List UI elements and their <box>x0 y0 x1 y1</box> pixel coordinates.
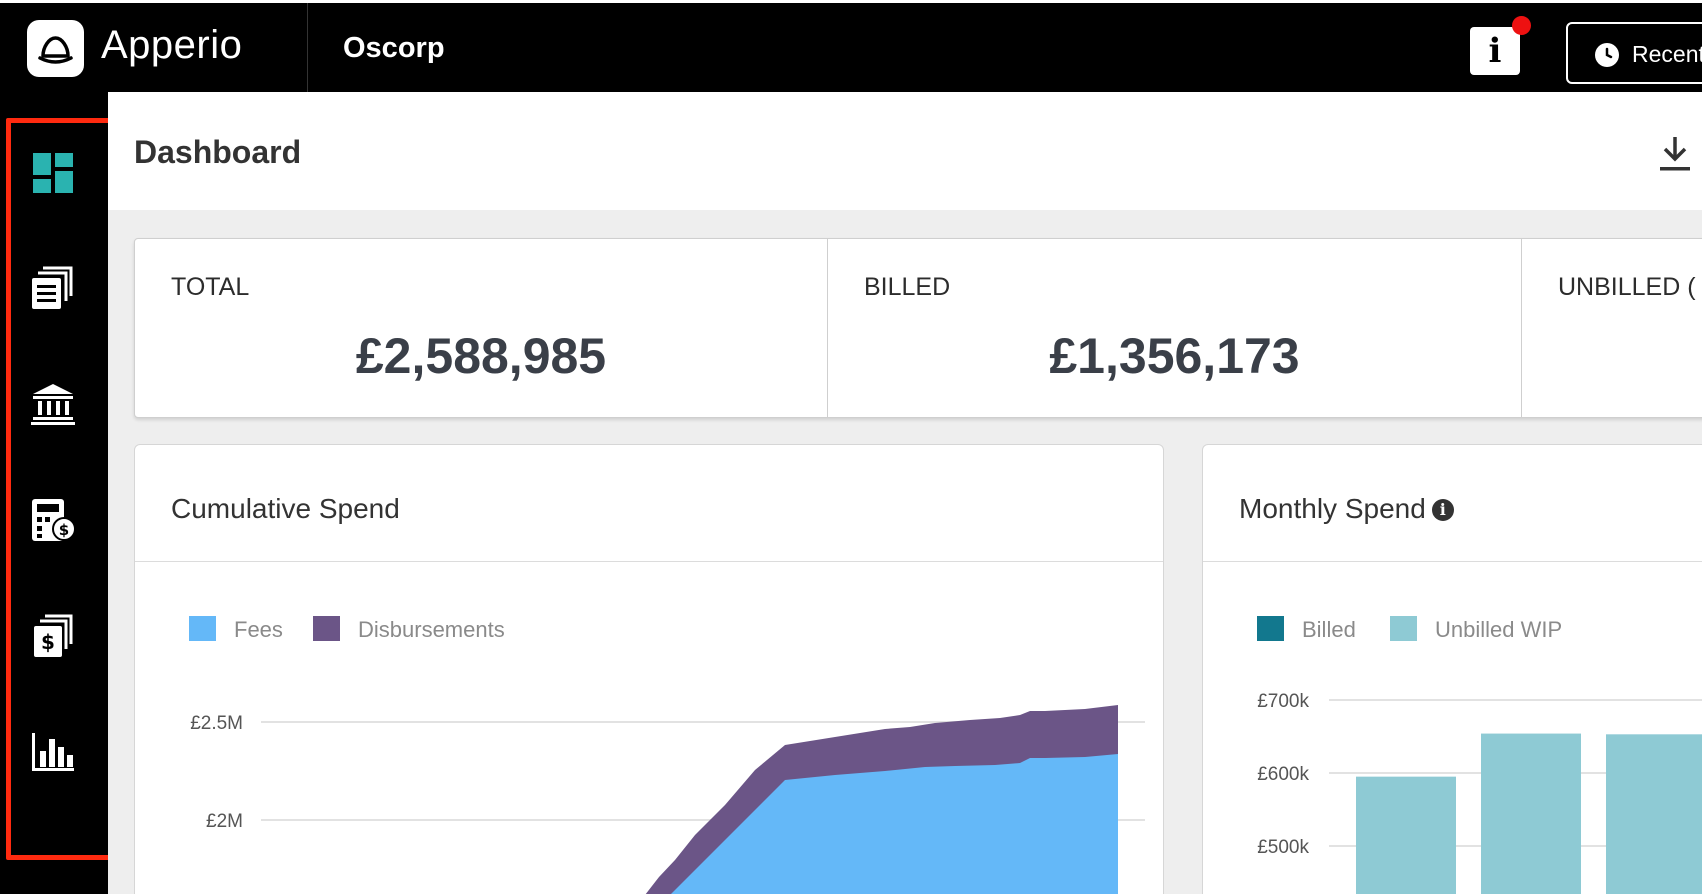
legend-label-unbilled-wip: Unbilled WIP <box>1435 617 1563 642</box>
stat-unbilled: UNBILLED ( <box>1522 239 1702 417</box>
monthly-spend-title-text: Monthly Spend <box>1239 493 1426 524</box>
y-tick-label: £700k <box>1257 691 1309 712</box>
stat-billed-value: £1,356,173 <box>1049 328 1300 384</box>
dashboard-grid-icon <box>33 153 73 193</box>
sidebar-item-firms[interactable] <box>29 380 77 428</box>
bar-group <box>1356 733 1702 894</box>
calculator-money-icon: $ <box>32 499 76 541</box>
organization-name[interactable]: Oscorp <box>343 32 445 64</box>
legend-swatch-billed <box>1257 616 1284 641</box>
stat-billed-label: BILLED <box>864 273 951 301</box>
stat-total: TOTAL £2,588,985 <box>135 239 827 417</box>
info-button[interactable]: i <box>1470 27 1520 75</box>
bar-unbilled-wip[interactable] <box>1356 776 1456 894</box>
legend-swatch-unbilled-wip <box>1390 616 1417 641</box>
stat-unbilled-label: UNBILLED ( <box>1558 273 1696 301</box>
sidebar-item-invoices[interactable]: $ <box>29 612 77 660</box>
notification-badge <box>1512 16 1531 35</box>
top-bar: Apperio Oscorp i Recent <box>0 0 1702 95</box>
monthly-spend-chart: £700k £600k £500k <box>1257 691 1702 894</box>
page-title: Dashboard <box>134 134 302 170</box>
sidebar: $ $ <box>0 92 116 894</box>
app-name: Apperio <box>101 23 243 67</box>
y-tick-label: £500k <box>1257 837 1309 858</box>
stat-divider <box>827 239 828 417</box>
cumulative-spend-title: Cumulative Spend <box>171 493 400 524</box>
apperio-logo-icon[interactable] <box>27 20 84 77</box>
sidebar-item-matters[interactable] <box>29 264 77 312</box>
y-tick-label: £600k <box>1257 764 1309 785</box>
sidebar-item-dashboard[interactable] <box>29 149 77 197</box>
cumulative-spend-card: Cumulative Spend Fees Disbursements £2.5… <box>134 444 1164 894</box>
recent-button-label: Recent <box>1632 41 1702 67</box>
download-icon[interactable] <box>1657 134 1693 174</box>
info-icon[interactable]: i <box>1431 499 1454 521</box>
y-tick-label: £2.5M <box>190 713 243 734</box>
cumulative-spend-chart: £2.5M £2M <box>190 705 1145 894</box>
recent-button[interactable]: Recent <box>1566 22 1702 84</box>
card-divider <box>135 561 1163 562</box>
y-tick-label: £2M <box>206 811 243 832</box>
bar-unbilled-wip[interactable] <box>1606 734 1702 894</box>
monthly-spend-title: Monthly Spend i <box>1239 493 1454 525</box>
card-divider <box>1203 561 1702 562</box>
fees-area <box>671 754 1118 894</box>
stat-divider <box>1521 239 1522 417</box>
legend-label-billed: Billed <box>1302 617 1356 642</box>
sidebar-item-budgets[interactable]: $ <box>29 496 77 544</box>
page-header: Dashboard <box>108 92 1702 210</box>
topbar-divider <box>307 3 308 95</box>
monthly-spend-card: Monthly Spend i Billed Unbilled WIP £700k… <box>1202 444 1702 894</box>
invoice-dollar-icon: $ <box>34 614 73 657</box>
stat-total-value: £2,588,985 <box>355 328 607 384</box>
legend-swatch-fees <box>189 616 216 641</box>
svg-text:$: $ <box>59 521 69 539</box>
clock-icon <box>1595 43 1619 67</box>
svg-text:$: $ <box>41 630 55 654</box>
documents-icon <box>32 266 73 309</box>
stat-billed: BILLED £1,356,173 <box>828 239 1521 417</box>
bank-icon <box>31 384 75 425</box>
legend-swatch-disbursements <box>313 616 340 641</box>
main-content: Dashboard TOTAL £2,588,985 BILLED £1,356… <box>108 92 1702 894</box>
legend-label-disbursements: Disbursements <box>358 617 505 642</box>
stat-total-label: TOTAL <box>171 273 250 301</box>
bar-unbilled-wip[interactable] <box>1481 733 1581 894</box>
bar-chart-icon <box>32 733 74 771</box>
summary-stats: TOTAL £2,588,985 BILLED £1,356,173 UNBIL… <box>134 238 1702 418</box>
sidebar-item-reports[interactable] <box>29 727 77 775</box>
legend-label-fees: Fees <box>234 617 283 642</box>
